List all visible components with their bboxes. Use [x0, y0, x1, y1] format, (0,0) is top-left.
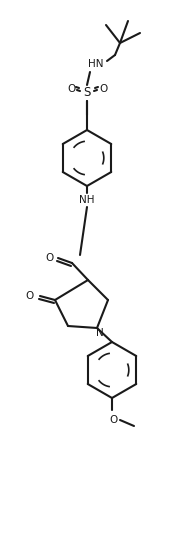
Text: NH: NH	[79, 195, 95, 205]
Text: HN: HN	[88, 59, 104, 69]
Text: O: O	[67, 84, 75, 94]
Text: O: O	[46, 253, 54, 263]
Text: S: S	[83, 87, 91, 100]
Text: N: N	[96, 328, 104, 338]
Text: O: O	[110, 415, 118, 425]
Text: O: O	[99, 84, 107, 94]
Text: O: O	[26, 291, 34, 301]
